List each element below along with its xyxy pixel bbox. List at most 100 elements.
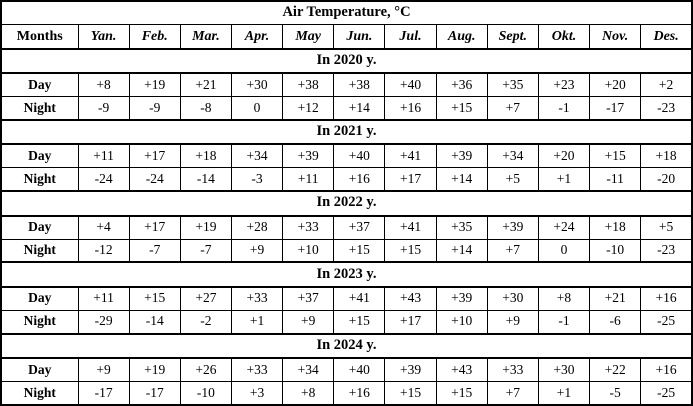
temperature-value-cell: -23 xyxy=(640,96,693,121)
temperature-value-cell: +34 xyxy=(230,143,284,169)
temperature-value-cell: +7 xyxy=(486,238,539,263)
row-label-day: Day xyxy=(0,215,79,240)
temperature-value-cell: +23 xyxy=(537,72,591,98)
row-label-night: Night xyxy=(0,380,79,406)
temperature-value-cell: +15 xyxy=(333,309,386,335)
temperature-value-cell: -25 xyxy=(640,380,693,406)
temperature-value-cell: +36 xyxy=(435,72,488,98)
temperature-value-cell: +9 xyxy=(486,309,539,335)
temperature-value-cell: +9 xyxy=(230,238,284,263)
temperature-value-cell: +17 xyxy=(128,215,181,240)
temperature-value-cell: +7 xyxy=(486,96,539,121)
temperature-value-cell: +20 xyxy=(537,143,591,169)
temperature-data-row: Night -17 -17 -10 +3 +8 +16 +15 +15 +7 +1 -5 -25 xyxy=(0,380,693,406)
temperature-data-row: Night -9 -9 -8 0 +12 +14 +16 +15 +7 -1 -17 -23 xyxy=(0,96,693,121)
temperature-value-cell: +40 xyxy=(333,143,386,169)
temperature-value-cell: +15 xyxy=(435,380,488,406)
temperature-value-cell: -14 xyxy=(128,309,181,335)
temperature-value-cell: +35 xyxy=(435,215,488,240)
temperature-value-cell: +19 xyxy=(179,215,232,240)
temperature-value-cell: -7 xyxy=(128,238,181,263)
temperature-value-cell: +21 xyxy=(179,72,232,98)
temperature-data-row: Day +11 +15 +27 +33 +37 +41 +43 +39 +30 +8 +21 +16 xyxy=(0,286,693,311)
temperature-value-cell: +19 xyxy=(128,357,181,382)
year-section-row: In 2020 y. xyxy=(0,47,693,75)
month-header-cell: Jul. xyxy=(384,24,437,50)
temperature-value-cell: +10 xyxy=(282,238,335,263)
year-section-row: In 2023 y. xyxy=(0,261,693,288)
temperature-value-cell: -24 xyxy=(77,167,130,192)
temperature-value-cell: +20 xyxy=(589,72,642,98)
temperature-value-cell: +16 xyxy=(333,167,386,192)
temperature-value-cell: -10 xyxy=(589,238,642,263)
temperature-value-cell: +5 xyxy=(640,215,693,240)
temperature-value-cell: -29 xyxy=(77,309,130,335)
temperature-value-cell: -9 xyxy=(77,96,130,121)
temperature-value-cell: +33 xyxy=(282,215,335,240)
temperature-data-row: Night -29 -14 -2 +1 +9 +15 +17 +10 +9 -1 -6 -25 xyxy=(0,309,693,335)
year-section-label: In 2021 y. xyxy=(0,118,693,146)
temperature-value-cell: +18 xyxy=(179,143,232,169)
temperature-value-cell: +30 xyxy=(486,286,539,311)
temperature-value-cell: -3 xyxy=(230,167,284,192)
temperature-value-cell: -10 xyxy=(179,380,232,406)
temperature-value-cell: +39 xyxy=(384,357,437,382)
temperature-value-cell: +17 xyxy=(384,309,437,335)
temperature-value-cell: +11 xyxy=(77,286,130,311)
temperature-value-cell: +1 xyxy=(537,167,591,192)
temperature-value-cell: -8 xyxy=(179,96,232,121)
temperature-value-cell: +34 xyxy=(486,143,539,169)
temperature-value-cell: +18 xyxy=(589,215,642,240)
temperature-data-row: Night -24 -24 -14 -3 +11 +16 +17 +14 +5 +1 -11 -20 xyxy=(0,167,693,192)
temperature-value-cell: +41 xyxy=(384,143,437,169)
temperature-value-cell: -1 xyxy=(537,309,591,335)
temperature-value-cell: +28 xyxy=(230,215,284,240)
temperature-value-cell: +7 xyxy=(486,380,539,406)
months-corner-label: Months xyxy=(0,24,79,50)
temperature-value-cell: +30 xyxy=(537,357,591,382)
temperature-value-cell: +39 xyxy=(435,286,488,311)
temperature-value-cell: +18 xyxy=(640,143,693,169)
month-header-cell: Yan. xyxy=(77,24,130,50)
temperature-value-cell: +34 xyxy=(282,357,335,382)
temperature-value-cell: -20 xyxy=(640,167,693,192)
month-header-cell: Mar. xyxy=(179,24,232,50)
temperature-value-cell: -24 xyxy=(128,167,181,192)
temperature-value-cell: +15 xyxy=(435,96,488,121)
temperature-data-row: Day +8 +19 +21 +30 +38 +38 +40 +36 +35 +23 +20 +2 xyxy=(0,72,693,98)
row-label-day: Day xyxy=(0,357,79,382)
year-section-label: In 2020 y. xyxy=(0,47,693,75)
month-header-cell: Okt. xyxy=(537,24,591,50)
month-header-cell: Jun. xyxy=(333,24,386,50)
temperature-value-cell: +41 xyxy=(333,286,386,311)
temperature-value-cell: +1 xyxy=(537,380,591,406)
temperature-value-cell: +12 xyxy=(282,96,335,121)
temperature-value-cell: +39 xyxy=(282,143,335,169)
temperature-value-cell: +39 xyxy=(486,215,539,240)
temperature-value-cell: +11 xyxy=(282,167,335,192)
temperature-value-cell: +11 xyxy=(77,143,130,169)
temperature-value-cell: +33 xyxy=(230,357,284,382)
temperature-value-cell: +14 xyxy=(435,167,488,192)
year-section-row: In 2021 y. xyxy=(0,118,693,146)
temperature-value-cell: +30 xyxy=(230,72,284,98)
row-label-day: Day xyxy=(0,72,79,98)
temperature-value-cell: +2 xyxy=(640,72,693,98)
month-header-cell: Apr. xyxy=(230,24,284,50)
temperature-value-cell: +17 xyxy=(384,167,437,192)
temperature-value-cell: +26 xyxy=(179,357,232,382)
table-title: Air Temperature, °C xyxy=(0,0,693,26)
temperature-data-row: Day +4 +17 +19 +28 +33 +37 +41 +35 +39 +24 +18 +5 xyxy=(0,215,693,240)
month-header-cell: Sept. xyxy=(486,24,539,50)
temperature-value-cell: +33 xyxy=(230,286,284,311)
temperature-value-cell: +37 xyxy=(282,286,335,311)
temperature-value-cell: +38 xyxy=(333,72,386,98)
temperature-value-cell: +33 xyxy=(486,357,539,382)
temperature-data-row: Day +11 +17 +18 +34 +39 +40 +41 +39 +34 +20 +15 +18 xyxy=(0,143,693,169)
temperature-value-cell: +24 xyxy=(537,215,591,240)
temperature-value-cell: +27 xyxy=(179,286,232,311)
temperature-value-cell: -6 xyxy=(589,309,642,335)
temperature-value-cell: +3 xyxy=(230,380,284,406)
temperature-value-cell: +17 xyxy=(128,143,181,169)
temperature-value-cell: +40 xyxy=(384,72,437,98)
